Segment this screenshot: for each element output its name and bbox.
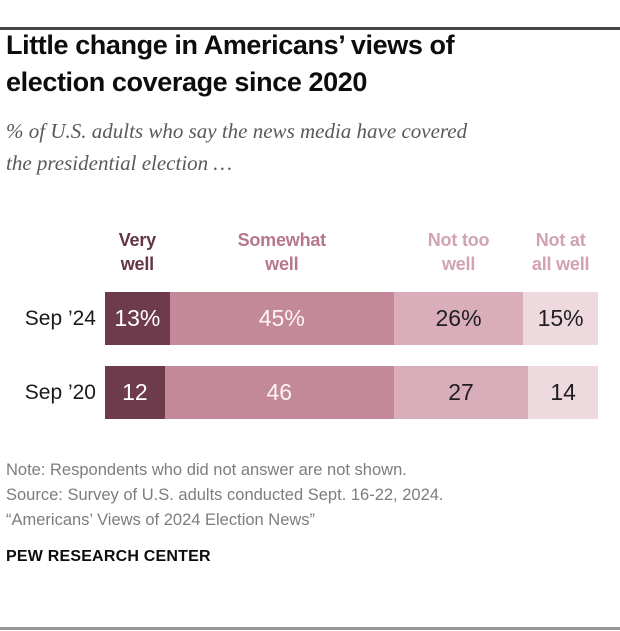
pew-research-center-wordmark: PEW RESEARCH CENTER [6, 548, 211, 565]
bar-segment-very-well: 12 [105, 366, 165, 419]
footer-source: Source: Survey of U.S. adults conducted … [6, 486, 444, 504]
footer-note: Note: Respondents who did not answer are… [6, 461, 407, 479]
footer: Note: Respondents who did not answer are… [0, 458, 620, 566]
bar-segment-somewhat-well: 46 [164, 366, 394, 419]
top-border-rule [0, 27, 620, 30]
bar-segment-not-too-well: 26% [393, 292, 524, 345]
footer-report-title: “Americans’ Views of 2024 Election News” [6, 511, 316, 529]
column-header-not-at-all-well: Not at all well [531, 230, 590, 274]
column-header-somewhat-well: Somewhat well [237, 230, 327, 274]
bar-row: Sep ’20 12 46 27 14 [0, 366, 620, 419]
stacked-bar: 12 46 27 14 [105, 366, 598, 419]
bar-segment-very-well: 13% [105, 292, 170, 345]
chart-subtitle: % of U.S. adults who say the news media … [6, 119, 468, 175]
bottom-border-rule [0, 627, 620, 630]
bar-segment-somewhat-well: 45% [169, 292, 394, 345]
pew-chart-page: { "header": { "title": "Little change in… [0, 27, 620, 631]
bar-row: Sep ’24 13% 45% 26% 15% [0, 292, 620, 345]
stacked-bar: 13% 45% 26% 15% [105, 292, 598, 345]
column-headers: Very well Somewhat well Not too well Not at… [105, 228, 598, 276]
chart-title: Little change in Americans’ views of ele… [6, 30, 455, 97]
bar-segment-not-too-well: 27 [393, 366, 529, 419]
bar-rows: Sep ’24 13% 45% 26% 15% Sep ’20 12 46 27 14 [0, 292, 620, 419]
bar-segment-not-at-all-well: 14 [528, 366, 598, 419]
bar-segment-not-at-all-well: 15% [523, 292, 598, 345]
row-label: Sep ’20 [24, 380, 96, 404]
column-header-very-well: Very well [118, 230, 156, 274]
column-header-not-too-well: Not too well [427, 230, 490, 274]
row-label: Sep ’24 [24, 306, 96, 330]
stacked-bar-chart: Very well Somewhat well Not too well Not at… [0, 228, 620, 419]
